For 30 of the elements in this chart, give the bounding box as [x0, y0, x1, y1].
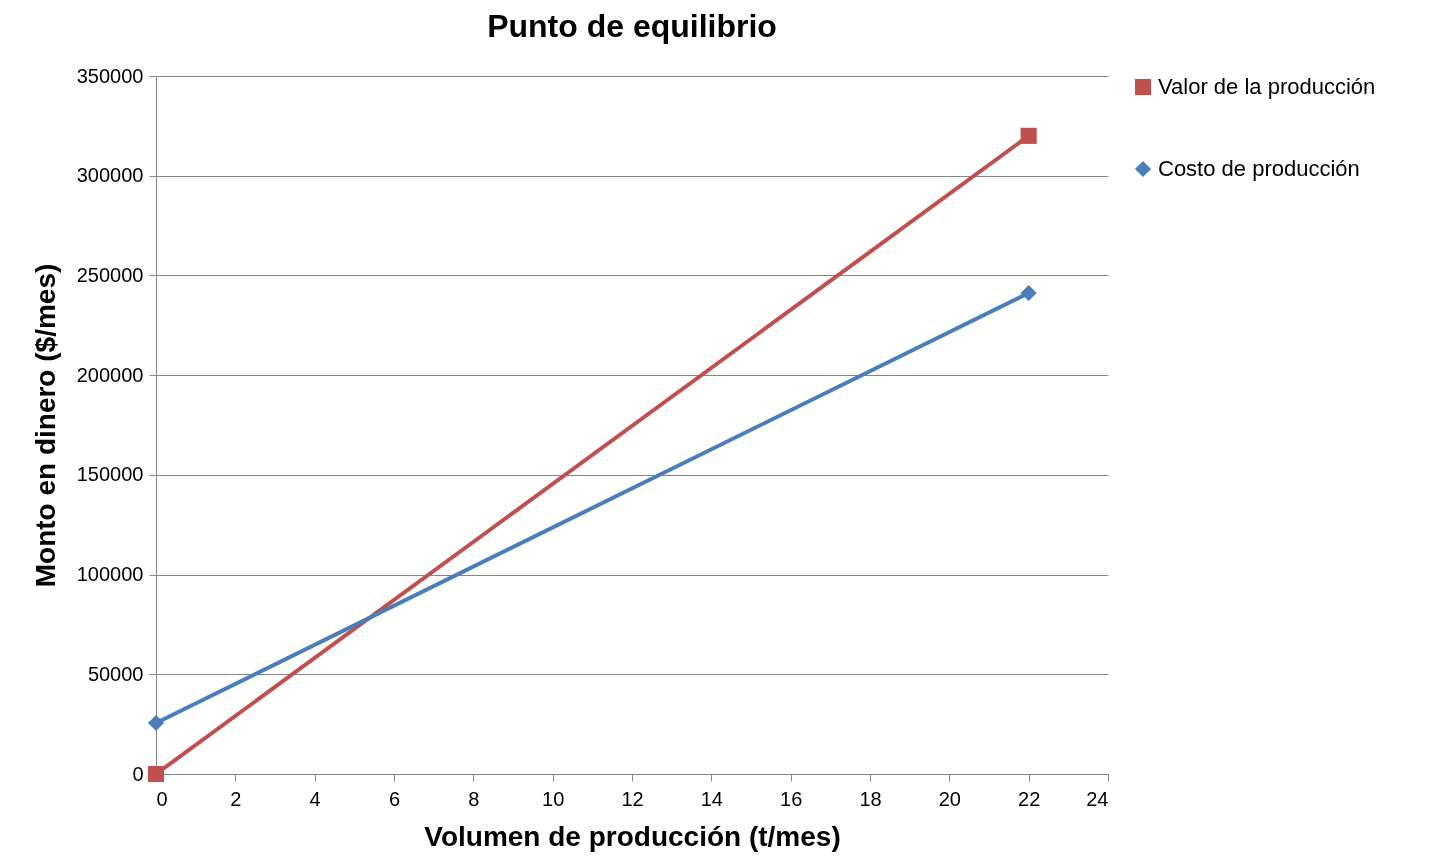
- x-tick-label: 10: [542, 787, 565, 810]
- y-tick-label: 300000: [76, 164, 144, 187]
- chart-title: Punto de equilibrio: [487, 8, 777, 44]
- y-tick-label: 150000: [76, 463, 144, 486]
- x-tick-label: 8: [468, 787, 480, 810]
- point: [1020, 284, 1037, 302]
- point: [1020, 127, 1037, 144]
- point: [147, 765, 165, 783]
- x-tick-label: 6: [388, 787, 401, 810]
- x-axis-title: Volumen de producción (t/mes): [424, 820, 841, 852]
- y-tick-label: 0: [132, 762, 144, 785]
- y-axis-title: Monto en dinero ($/mes): [29, 263, 61, 588]
- y-tick-label: 250000: [76, 263, 144, 286]
- x-tick-label: 20: [938, 787, 961, 810]
- x-tick-label: 14: [700, 787, 723, 810]
- x-tick-label: 24: [1086, 787, 1109, 810]
- point: [147, 714, 165, 732]
- x-tick-label: 22: [1018, 787, 1041, 810]
- x-tick-label: 0: [156, 787, 168, 810]
- legend-label: Valor de la producción: [1158, 74, 1376, 99]
- x-tick-label: 18: [859, 787, 882, 810]
- x-tick-label: 4: [309, 787, 321, 810]
- y-tick-label: 200000: [76, 363, 144, 386]
- x-tick-label: 12: [621, 787, 644, 810]
- x-tick-label: 2: [230, 787, 242, 810]
- y-tick-label: 100000: [76, 563, 144, 586]
- legend-label: Costo de producción: [1158, 156, 1360, 181]
- y-tick-label: 350000: [76, 64, 144, 87]
- y-tick-label: 50000: [87, 662, 144, 685]
- x-tick-label: 16: [780, 787, 803, 810]
